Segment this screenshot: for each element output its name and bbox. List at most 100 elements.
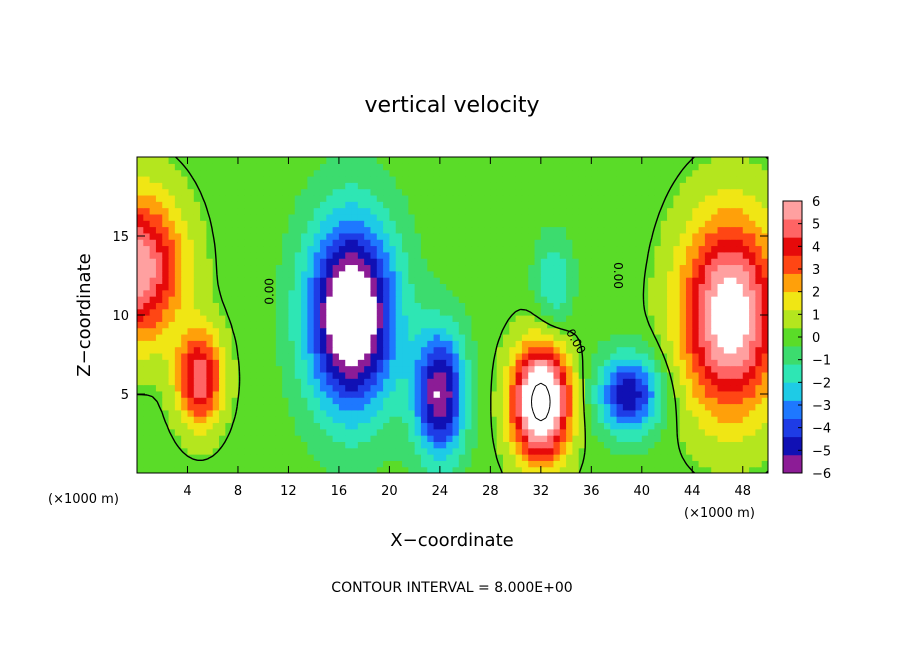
field-cell [420,283,428,291]
field-cell [452,315,460,322]
field-cell [477,466,485,473]
field-cell [446,157,454,164]
field-cell [654,428,662,436]
field-cell [591,213,599,221]
field-cell [357,447,365,455]
field-cell [667,270,674,278]
field-cell [761,308,768,316]
field-cell [446,340,454,348]
field-cell [629,397,637,405]
field-cell [364,422,372,430]
field-cell [439,194,447,202]
field-cell [338,435,346,442]
field-cell [275,308,283,316]
field-cell [502,466,510,473]
field-cell [275,403,283,411]
field-cell [742,422,750,430]
field-cell [174,397,182,405]
field-cell [370,169,378,177]
field-cell [521,409,529,417]
field-cell [654,175,662,183]
field-cell [206,346,214,354]
field-cell [187,308,195,316]
field-cell [610,321,618,329]
field-cell [383,315,390,322]
field-cell [162,403,170,411]
field-cell [143,384,151,392]
field-cell [723,308,731,316]
field-cell [723,403,731,411]
field-cell [553,188,561,196]
field-cell [528,428,536,436]
field-cell [174,232,182,240]
field-cell [275,321,283,329]
field-cell [591,403,599,411]
field-cell [717,163,725,171]
field-cell [578,220,586,228]
field-cell [698,435,706,442]
field-cell [540,277,548,284]
field-cell [212,378,220,386]
field-cell [263,258,271,266]
field-cell [641,384,649,392]
field-cell [667,277,674,284]
field-cell [578,315,586,322]
field-cell [742,365,750,373]
field-cell [446,308,454,316]
field-cell [256,333,264,341]
field-cell [648,188,656,196]
field-cell [484,378,491,386]
field-cell [496,441,504,449]
field-cell [685,175,693,183]
field-cell [509,397,517,405]
field-cell [174,289,182,297]
field-cell [294,213,302,221]
field-cell [502,403,510,411]
field-cell [427,258,435,266]
field-cell [408,226,416,234]
field-cell [730,251,738,259]
field-cell [471,207,479,215]
field-cell [641,428,649,436]
field-cell [465,403,473,411]
field-cell [711,277,719,284]
field-cell [275,390,283,398]
field-cell [673,365,681,373]
field-cell [692,447,700,455]
field-cell [698,422,706,430]
field-cell [585,157,592,164]
field-cell [484,409,491,417]
field-cell [509,302,517,310]
field-cell [502,397,510,405]
field-cell [427,232,435,240]
field-cell [566,346,573,354]
field-cell [641,422,649,430]
field-cell [458,435,466,442]
field-cell [685,201,693,209]
field-cell [603,239,611,247]
field-cell [200,416,208,424]
field-cell [420,321,428,329]
field-cell [509,258,517,266]
field-cell [679,182,687,190]
field-cell [585,296,592,303]
field-cell [250,201,258,209]
field-cell [174,175,182,183]
field-cell [383,409,390,417]
field-cell [667,409,674,417]
field-cell [174,409,182,417]
field-cell [673,403,681,411]
field-cell [660,157,668,164]
field-cell [610,283,618,291]
field-cell [742,182,750,190]
field-cell [149,201,157,209]
field-cell [622,207,630,215]
field-cell [231,232,239,240]
field-cell [307,239,315,247]
field-cell [137,296,144,303]
field-cell [540,213,548,221]
field-cell [389,188,397,196]
field-cell [698,397,706,405]
field-cell [345,371,353,379]
field-cell [263,359,271,367]
